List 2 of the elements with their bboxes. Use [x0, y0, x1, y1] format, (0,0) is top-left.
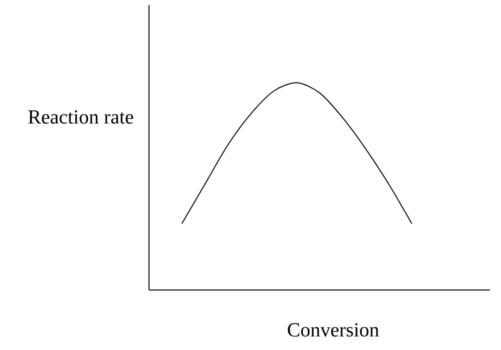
x-axis-title: Conversion [288, 323, 379, 337]
y-axis-title: Reaction rate [28, 110, 134, 124]
